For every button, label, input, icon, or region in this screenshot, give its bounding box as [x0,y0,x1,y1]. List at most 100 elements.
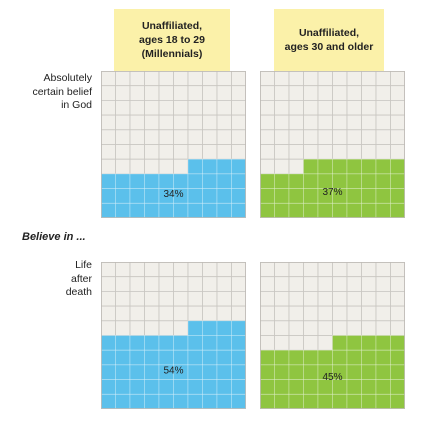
waffle-cell-filled [361,393,377,409]
waffle-cell-empty [144,276,160,292]
waffle-cell-empty [231,71,246,87]
waffle-cell-filled [260,393,275,409]
waffle-cell-empty [390,129,405,145]
waffle-cell-filled [216,364,232,381]
waffle-cell-empty [187,305,203,322]
waffle-cell-empty [158,305,174,322]
waffle-cell-filled [202,349,218,366]
waffle-cell-filled [173,173,189,190]
waffle-cell-empty [187,144,203,160]
waffle-border [260,262,405,409]
waffle-cell-empty [144,290,160,307]
waffle-cell-empty [129,320,145,336]
waffle-cell-empty [361,85,377,101]
waffle-cell-empty [144,158,160,175]
waffle-cell-empty [288,290,304,307]
waffle-cell-empty [202,114,218,131]
waffle-cell-filled [187,320,203,336]
waffle-cell-empty [173,262,189,278]
waffle-cell-filled [158,349,174,366]
waffle-cell-empty [375,305,391,322]
waffle-cell-filled [361,202,377,218]
waffle-cell-filled [173,202,189,218]
waffle-cell-empty [202,85,218,101]
waffle-cell-empty [187,99,203,116]
waffle-cell-empty [231,114,246,131]
waffle-cell-empty [173,114,189,131]
waffle-cell-filled [216,335,232,351]
waffle-cell-empty [216,129,232,145]
waffle-cell-empty [375,85,391,101]
waffle-cell-empty [317,114,333,131]
waffle-cell-empty [202,305,218,322]
waffle-cell-empty [216,71,232,87]
waffle-cell-empty [346,85,362,101]
waffle-cell-filled [288,349,304,366]
waffle-cell-filled [187,364,203,381]
waffle-cell-empty [346,320,362,336]
waffle-cell-empty [187,262,203,278]
waffle-cell-filled [288,364,304,381]
waffle-cell-filled [129,379,145,395]
row-label-certain-god: Absolutely certain belief in God [32,72,92,111]
waffle-cell-empty [129,276,145,292]
waffle-cell-filled [115,188,131,204]
waffle-cell-filled [361,335,377,351]
waffle-cell-filled [101,379,116,395]
waffle-cell-empty [158,129,174,145]
waffle-cell-empty [101,290,116,307]
waffle-cell-filled [216,158,232,175]
waffle-cell-empty [101,144,116,160]
waffle-cell-empty [274,158,290,175]
waffle-cell-empty [288,85,304,101]
waffle-cell-empty [158,71,174,87]
waffle-cell-empty [332,144,348,160]
waffle-cell-filled [231,202,246,218]
waffle-cell-filled [375,173,391,190]
waffle-cell-filled [375,188,391,204]
waffle-cell-filled [216,320,232,336]
waffle-cell-filled [303,202,319,218]
waffle-cell-empty [361,262,377,278]
waffle-cell-empty [144,320,160,336]
waffle-cell-empty [202,276,218,292]
waffle-cell-empty [202,290,218,307]
waffle-cell-empty [346,99,362,116]
waffle-cell-filled [375,335,391,351]
waffle-cell-filled [144,379,160,395]
waffle-cell-empty [346,276,362,292]
waffle-cell-empty [129,71,145,87]
waffle-cell-filled [317,393,333,409]
waffle-cell-filled [129,364,145,381]
waffle-cell-empty [144,129,160,145]
waffle-cell-empty [187,290,203,307]
waffle-cell-filled [288,188,304,204]
waffle-cell-empty [101,71,116,87]
waffle-cell-empty [274,305,290,322]
waffle-cell-empty [173,320,189,336]
waffle-cell-filled [390,335,405,351]
waffle-cell-filled [187,173,203,190]
waffle-cell-empty [361,305,377,322]
waffle-cell-filled [346,188,362,204]
waffle-cell-filled [115,393,131,409]
waffle-cell-empty [375,320,391,336]
waffle-cell-empty [115,276,131,292]
waffle-cell-filled [144,335,160,351]
waffle-cell-empty [390,262,405,278]
waffle-cell-filled [390,364,405,381]
waffle-cell-empty [332,262,348,278]
waffle-cell-empty [202,144,218,160]
waffle-cell-empty [260,158,275,175]
waffle-cell-filled [115,202,131,218]
waffle-cell-filled [202,173,218,190]
waffle-cell-empty [115,85,131,101]
waffle-cell-filled [101,349,116,366]
section-label: Believe in ... [22,231,86,243]
waffle-cell-filled [216,393,232,409]
waffle-cell-empty [158,144,174,160]
waffle-cell-empty [274,85,290,101]
waffle-cell-filled [260,188,275,204]
waffle-cell-empty [303,71,319,87]
waffle-cell-empty [274,290,290,307]
